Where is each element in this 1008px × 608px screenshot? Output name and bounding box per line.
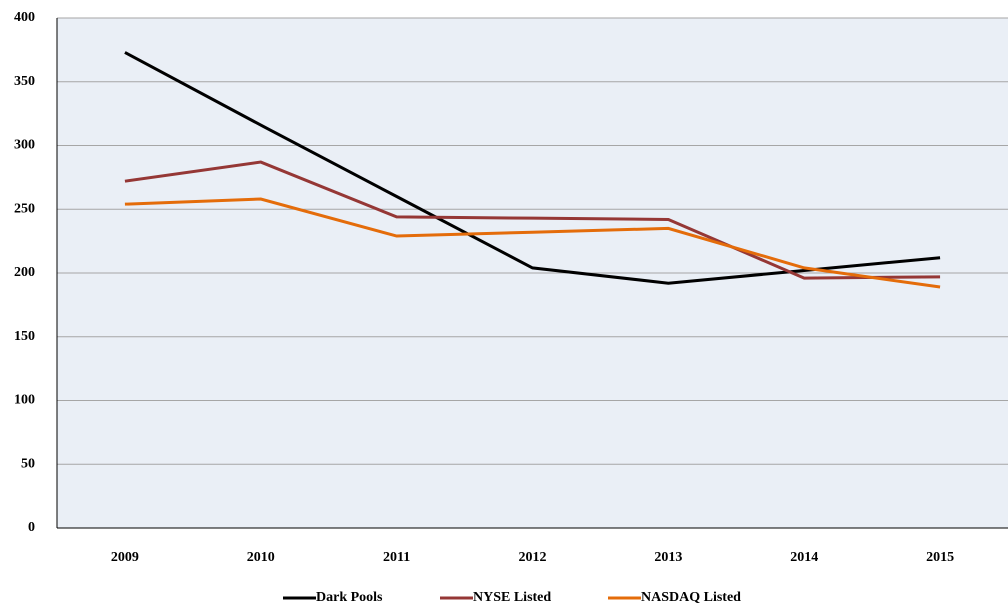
legend-label: Dark Pools: [316, 590, 383, 605]
x-tick-label: 2011: [383, 550, 410, 565]
y-tick-label: 250: [14, 201, 35, 216]
y-tick-label: 50: [21, 456, 35, 471]
x-tick-label: 2014: [790, 550, 818, 565]
y-tick-label: 200: [14, 265, 35, 280]
line-series: [124, 160, 941, 280]
y-tick-label: 300: [14, 138, 35, 153]
x-tick-label: 2010: [247, 550, 275, 565]
legend-label: NYSE Listed: [473, 590, 551, 605]
legend-label: NASDAQ Listed: [641, 590, 741, 605]
y-tick-label: 400: [14, 10, 35, 25]
y-tick-label: 350: [14, 74, 35, 89]
x-tick-label: 2009: [111, 550, 139, 565]
line-series: [124, 51, 941, 285]
x-tick-label: 2012: [519, 550, 547, 565]
y-tick-label: 100: [14, 393, 35, 408]
line-series: [124, 197, 941, 289]
x-tick-label: 2015: [926, 550, 954, 565]
y-tick-label: 150: [14, 329, 35, 344]
y-tick-label: 0: [28, 520, 35, 535]
x-tick-label: 2013: [654, 550, 682, 565]
